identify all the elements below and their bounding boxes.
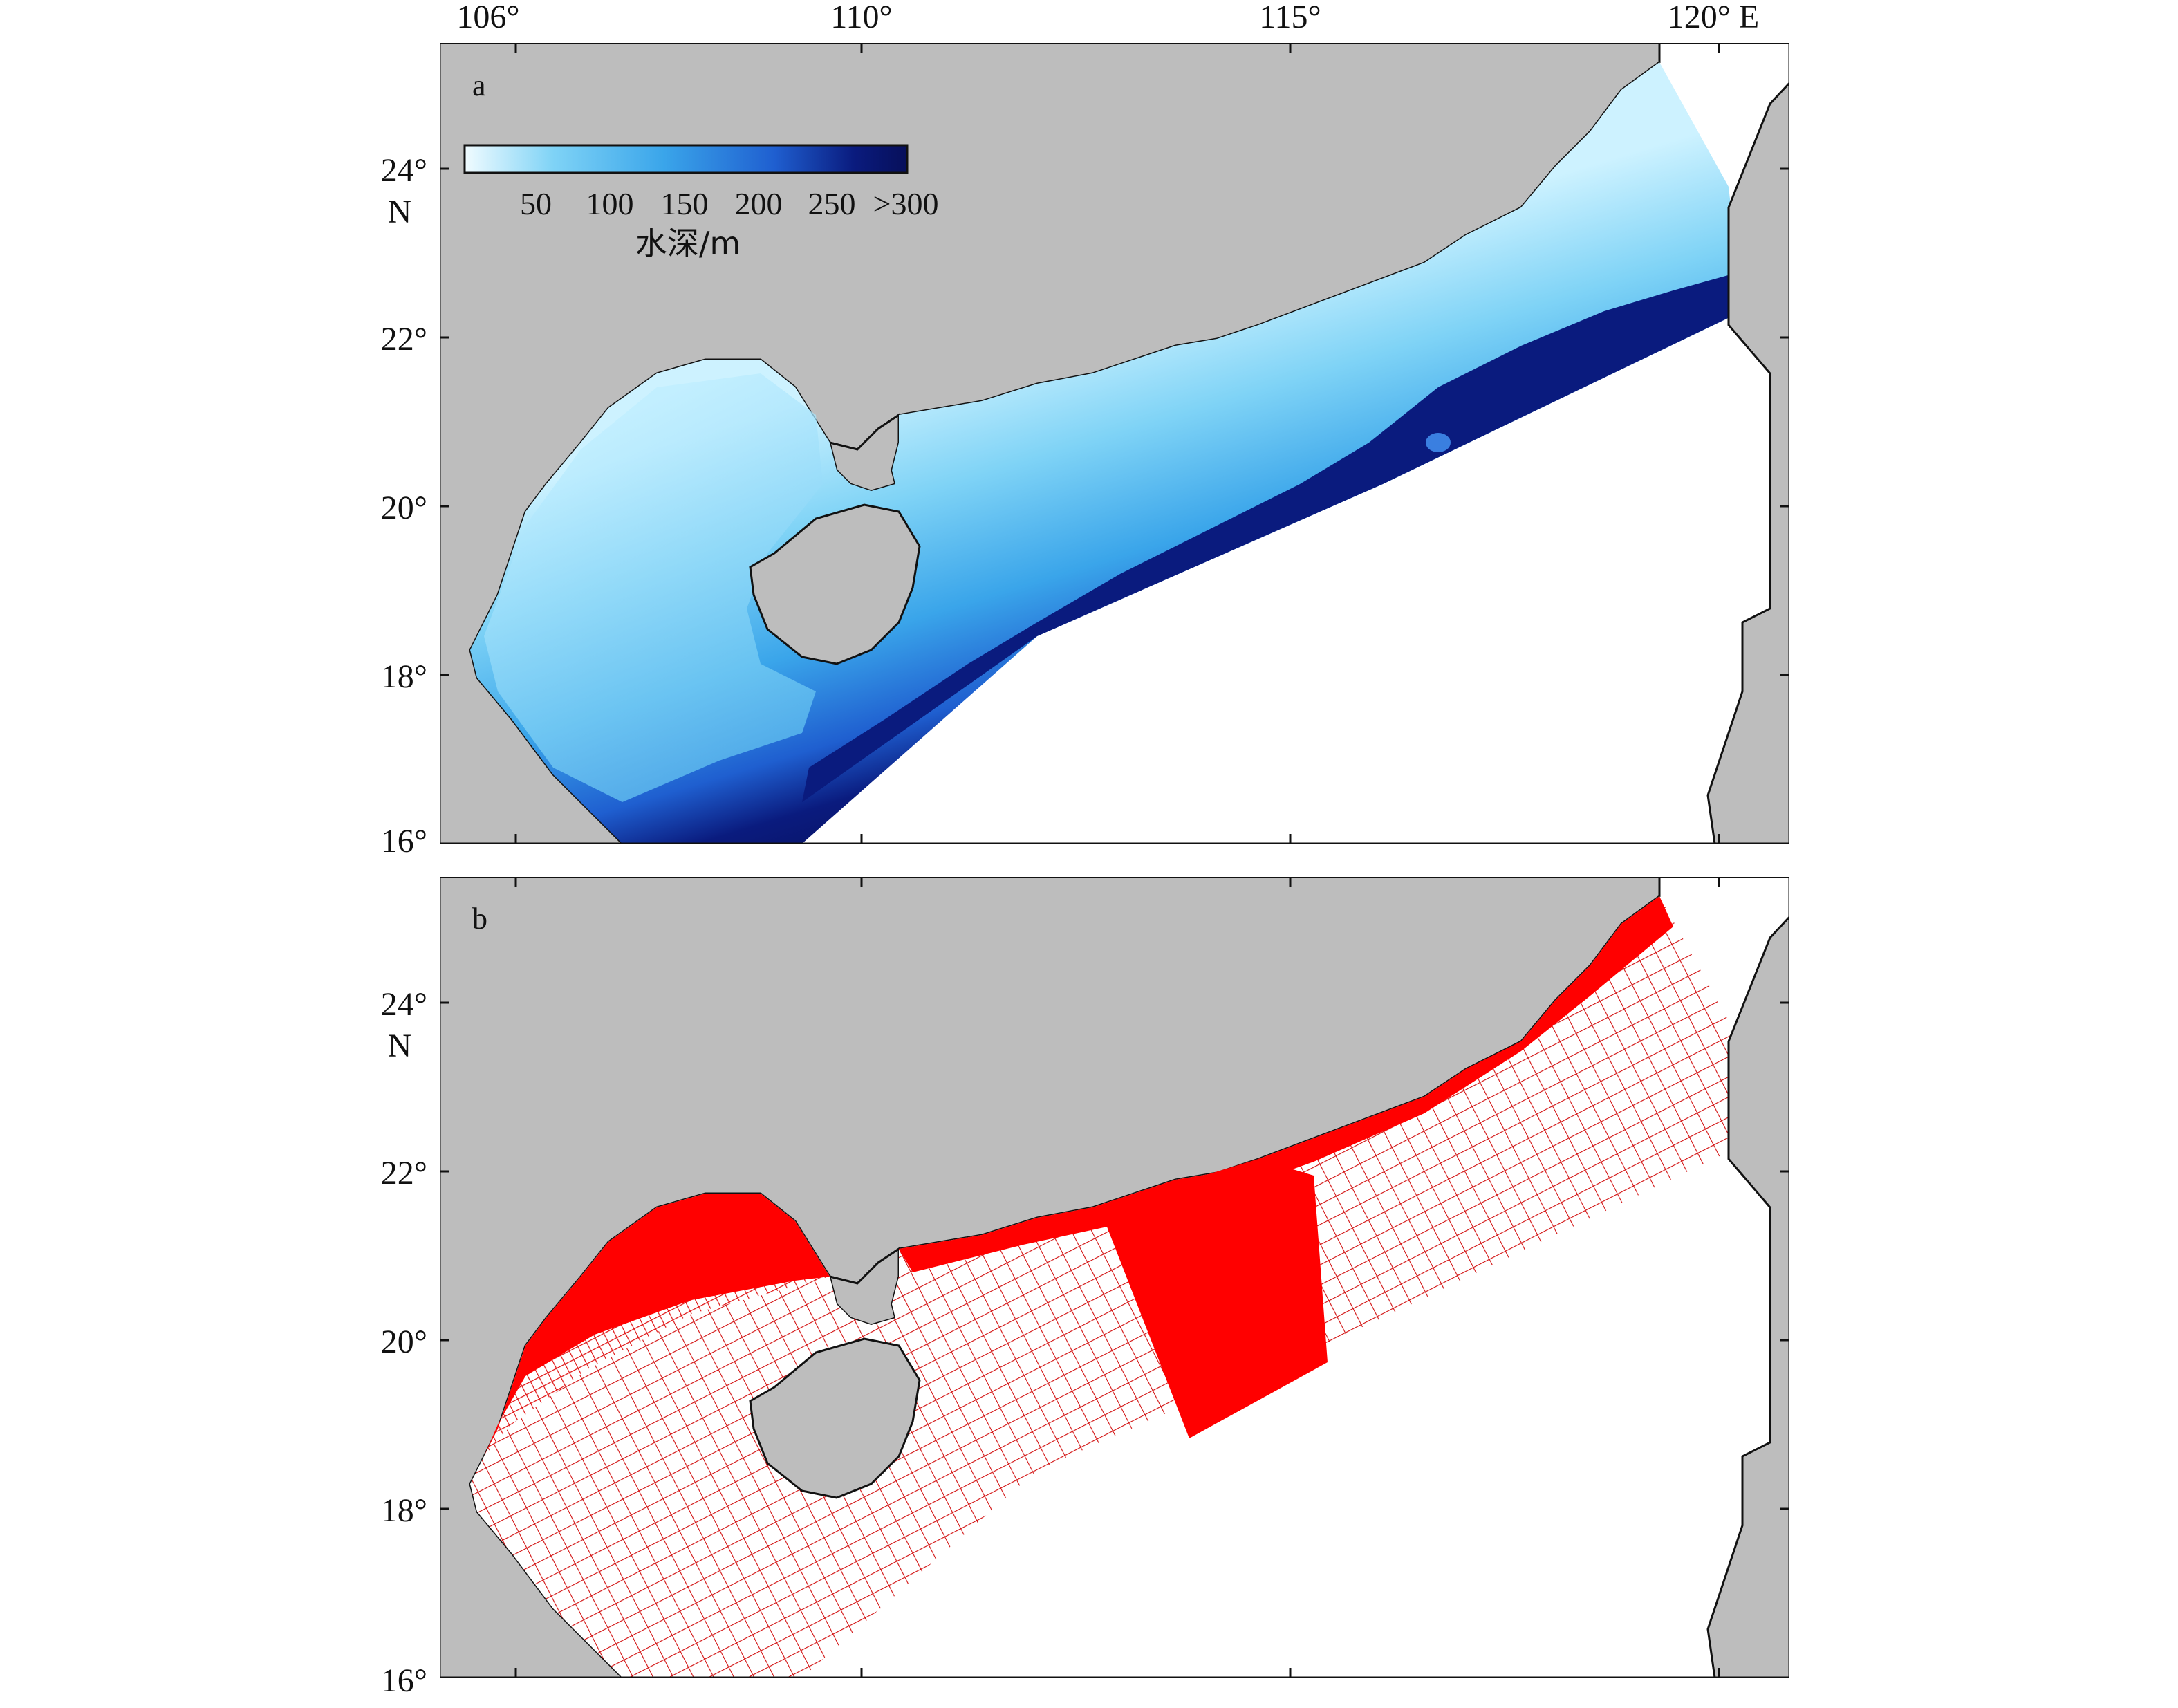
lat-label-a-24: 24° bbox=[381, 152, 427, 189]
colorbar-gradient bbox=[463, 144, 909, 174]
panel-b-coarse-mesh bbox=[470, 896, 1742, 1678]
lat-label-a-16: 16° bbox=[381, 823, 427, 860]
lon-tick-label-120: 120° E bbox=[1668, 0, 1760, 35]
colorbar-title: 水深/m bbox=[635, 225, 741, 262]
panel-b-taiwan bbox=[1706, 877, 1789, 1678]
colorbar-tick-50: 50 bbox=[520, 186, 552, 221]
panel-a-label: a bbox=[472, 68, 486, 102]
panel-a-taiwan bbox=[1706, 43, 1789, 844]
panel-b-hainan-island bbox=[749, 1337, 921, 1499]
lon-ticks-top bbox=[514, 43, 1720, 1678]
lat-ticks-panel-a bbox=[440, 167, 1789, 676]
lon-tick-label-106: 106° bbox=[456, 0, 519, 35]
lat-label-b-24: 24° bbox=[381, 986, 427, 1023]
lon-tick-label-110: 110° bbox=[830, 0, 892, 35]
panel-a-gulf-tonkin-shallow bbox=[484, 373, 823, 802]
lat-label-b-20: 20° bbox=[381, 1324, 427, 1360]
colorbar-tick-200: 200 bbox=[735, 186, 783, 221]
lat-label-a-20: 20° bbox=[381, 490, 427, 526]
panel-b-dense-mesh-west bbox=[484, 1194, 830, 1456]
lat-unit-a: N bbox=[388, 194, 412, 230]
panel-a-deep-basin bbox=[802, 273, 1742, 802]
lat-label-b-18: 18° bbox=[381, 1492, 427, 1529]
colorbar-tick-250: 250 bbox=[808, 186, 856, 221]
lat-label-a-18: 18° bbox=[381, 658, 427, 695]
panel-b-mesh-map bbox=[440, 877, 1789, 1678]
lat-label-b-22: 22° bbox=[381, 1155, 427, 1191]
lat-ticks-panel-b bbox=[440, 1001, 1789, 1510]
panel-b-label: b bbox=[472, 902, 487, 936]
depth-colorbar: 50 100 150 200 250 >300 水深/m bbox=[463, 144, 939, 262]
panel-a-bathymetry-shelf bbox=[470, 62, 1742, 844]
colorbar-tick-150: 150 bbox=[661, 186, 709, 221]
lat-unit-b: N bbox=[388, 1028, 412, 1064]
colorbar-tick-100: 100 bbox=[586, 186, 634, 221]
colorbar-tick-300plus: >300 bbox=[873, 186, 939, 221]
lat-label-b-16: 16° bbox=[381, 1662, 427, 1699]
panel-b-dense-mesh-pearl-river bbox=[1099, 1159, 1328, 1438]
panel-a-seamount bbox=[1426, 433, 1451, 452]
panel-a-bathymetry-map bbox=[440, 43, 1789, 844]
panel-a-hainan-island bbox=[749, 503, 921, 665]
lon-tick-label-115: 115° bbox=[1259, 0, 1321, 35]
lat-label-a-22: 22° bbox=[381, 321, 427, 358]
